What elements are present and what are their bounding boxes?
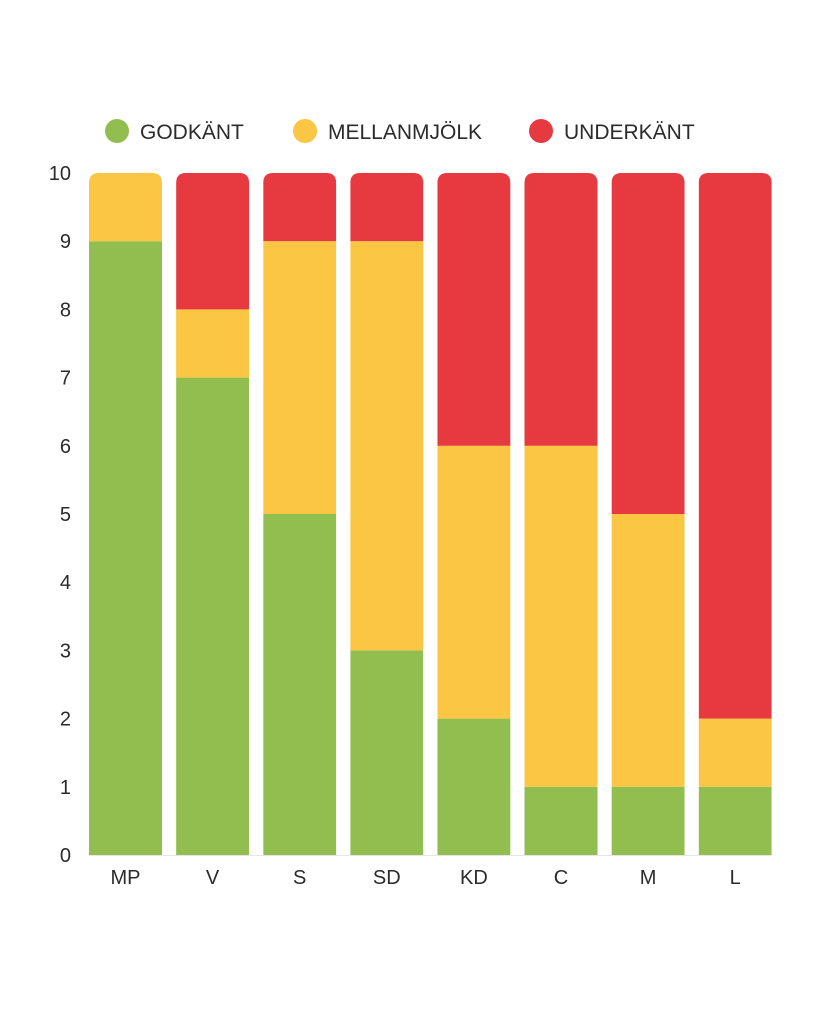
legend-marker-mellanmjolk bbox=[293, 119, 317, 143]
y-tick-label: 1 bbox=[60, 777, 71, 799]
y-tick-label: 8 bbox=[60, 299, 71, 321]
legend-label-underkant: UNDERKÄNT bbox=[564, 121, 695, 144]
bar-mp-godkant bbox=[89, 241, 162, 855]
bar-mp-mellanmjolk bbox=[89, 173, 162, 242]
bar-sd-underkant bbox=[350, 173, 424, 242]
bar-m-godkant bbox=[611, 786, 685, 855]
y-tick-label: 9 bbox=[60, 231, 71, 253]
bar-sd-mellanmjolk bbox=[350, 241, 424, 651]
bar-v-underkant bbox=[176, 173, 250, 310]
bar-c-mellanmjolk bbox=[524, 445, 598, 787]
x-tick-label-s: S bbox=[293, 867, 306, 889]
bar-kd-godkant bbox=[437, 718, 511, 855]
bar-group-l bbox=[698, 173, 772, 855]
bar-group-sd bbox=[350, 173, 424, 855]
bar-sd-godkant bbox=[350, 650, 424, 855]
bar-group-kd bbox=[437, 173, 511, 855]
y-tick-label: 6 bbox=[60, 436, 71, 458]
bar-v-godkant bbox=[176, 377, 250, 855]
bar-group-c bbox=[524, 173, 598, 855]
bar-m-mellanmjolk bbox=[611, 514, 685, 787]
legend-marker-godkant bbox=[105, 119, 129, 143]
bar-c-underkant bbox=[524, 173, 598, 446]
y-tick-label: 2 bbox=[60, 709, 71, 731]
bar-s-godkant bbox=[263, 514, 337, 855]
bars bbox=[89, 173, 772, 855]
y-tick-label: 10 bbox=[49, 163, 71, 185]
bar-group-mp bbox=[89, 173, 162, 855]
bar-v-mellanmjolk bbox=[176, 309, 250, 378]
x-tick-label-c: C bbox=[554, 867, 568, 889]
y-tick-label: 7 bbox=[60, 368, 71, 390]
legend-marker-underkant bbox=[529, 119, 553, 143]
bar-l-mellanmjolk bbox=[698, 718, 772, 787]
x-tick-label-mp: MP bbox=[111, 867, 141, 889]
bar-kd-underkant bbox=[437, 173, 511, 446]
bar-l-underkant bbox=[698, 173, 772, 719]
x-tick-label-sd: SD bbox=[373, 867, 401, 889]
legend: GODKÄNT MELLANMJÖLK UNDERKÄNT bbox=[105, 119, 695, 144]
y-tick-label: 3 bbox=[60, 640, 71, 662]
x-tick-label-kd: KD bbox=[460, 867, 488, 889]
bar-l-godkant bbox=[698, 786, 772, 855]
y-tick-label: 5 bbox=[60, 504, 71, 526]
x-tick-label-l: L bbox=[730, 867, 741, 889]
bar-c-godkant bbox=[524, 786, 598, 855]
legend-label-mellanmjolk: MELLANMJÖLK bbox=[328, 121, 482, 144]
y-tick-label: 0 bbox=[60, 845, 71, 867]
bar-group-m bbox=[611, 173, 685, 855]
y-axis: 0 1 2 3 4 5 6 7 8 9 10 bbox=[49, 163, 71, 867]
legend-label-godkant: GODKÄNT bbox=[140, 121, 244, 144]
x-tick-label-m: M bbox=[640, 867, 657, 889]
bar-s-mellanmjolk bbox=[263, 241, 337, 514]
bar-m-underkant bbox=[611, 173, 685, 514]
x-axis: MP V S SD KD C M L bbox=[89, 855, 772, 889]
bar-kd-mellanmjolk bbox=[437, 445, 511, 719]
bar-s-underkant bbox=[263, 173, 337, 242]
bar-group-s bbox=[263, 173, 337, 855]
x-tick-label-v: V bbox=[206, 867, 220, 889]
bar-group-v bbox=[176, 173, 250, 855]
y-tick-label: 4 bbox=[60, 572, 71, 594]
